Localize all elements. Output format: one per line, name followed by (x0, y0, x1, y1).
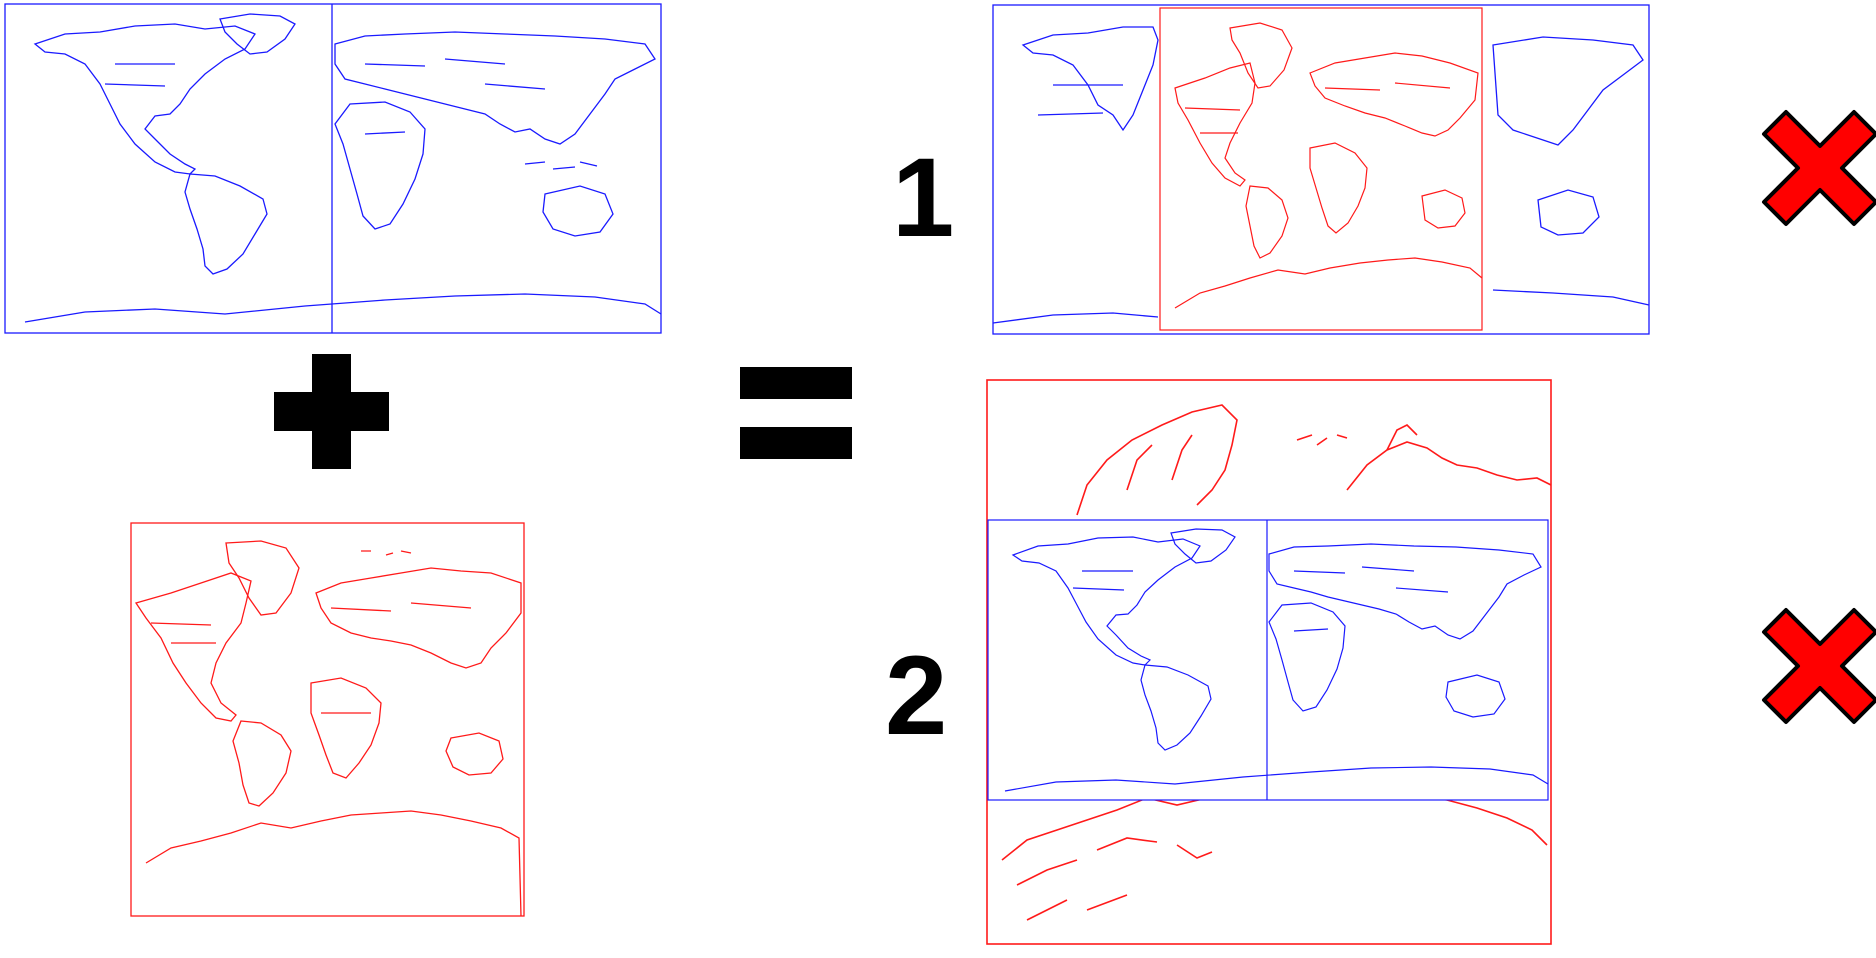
option-1-blue-map (992, 4, 1650, 335)
equals-sign (740, 367, 852, 459)
option-1-red-map (1159, 7, 1483, 331)
plus-sign (274, 354, 389, 469)
option-1-cross-icon (1762, 110, 1876, 226)
option-2-cross-icon (1762, 608, 1876, 724)
blue-map-operand (4, 3, 662, 334)
option-2-blue-map (987, 519, 1549, 801)
option-1-number: 1 (892, 135, 955, 260)
option-2-number: 2 (885, 633, 948, 758)
option-2-red-map (986, 379, 1552, 945)
red-map-operand (130, 522, 525, 917)
